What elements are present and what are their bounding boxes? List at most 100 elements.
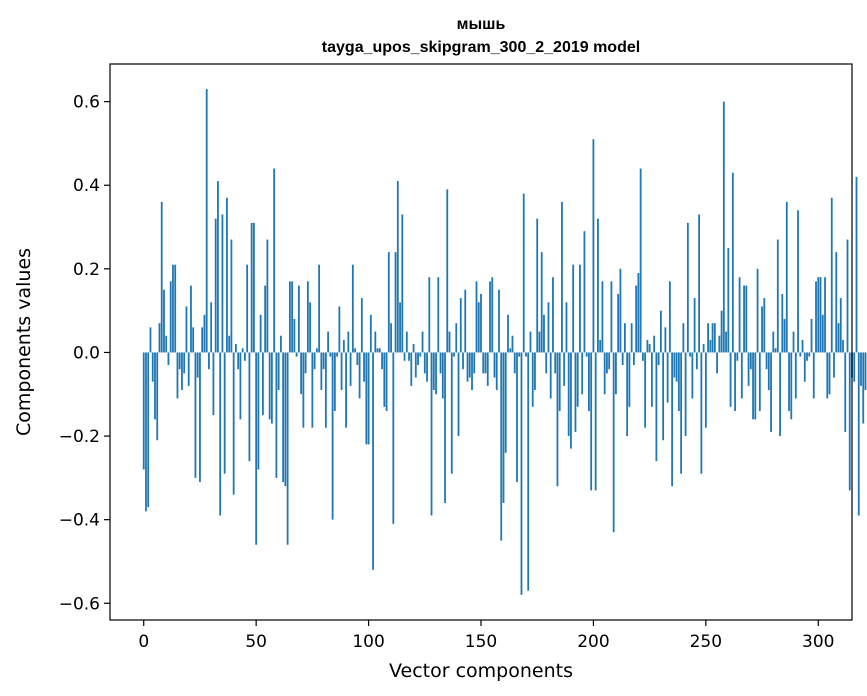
bar [412, 344, 415, 353]
bar [219, 352, 222, 516]
bar [203, 314, 206, 353]
bar [430, 352, 433, 516]
bar [846, 239, 849, 353]
bar [799, 352, 802, 357]
bar [457, 352, 460, 437]
bar [711, 323, 714, 353]
bar [608, 352, 611, 370]
bar [223, 352, 226, 474]
bar [349, 352, 352, 386]
bar [610, 281, 613, 353]
bar [279, 335, 282, 353]
bar [192, 327, 195, 353]
bar [354, 348, 356, 353]
bar [475, 281, 478, 353]
bar [646, 339, 649, 353]
bar [336, 352, 338, 357]
bar [376, 348, 379, 353]
bar [401, 214, 404, 353]
bar [441, 352, 444, 399]
bar [392, 352, 395, 524]
bar [149, 327, 152, 353]
bar [311, 352, 314, 428]
bar [612, 352, 615, 533]
bar [286, 352, 289, 545]
bar [275, 352, 278, 478]
bar [716, 352, 718, 374]
bar [154, 352, 156, 420]
bar [680, 352, 683, 474]
bar [745, 285, 748, 353]
bar [253, 222, 255, 353]
bar [178, 352, 181, 370]
bar [615, 352, 617, 395]
bar [689, 352, 692, 357]
bar [500, 352, 503, 541]
bar [844, 352, 847, 432]
bar [718, 335, 721, 353]
bar [428, 277, 431, 353]
bar [446, 189, 449, 353]
bar [338, 306, 341, 353]
x-tick-label: 250 [690, 632, 722, 652]
bar [498, 289, 500, 353]
bar [695, 352, 698, 370]
bar [572, 264, 575, 353]
bar [648, 344, 651, 353]
bar [358, 352, 361, 399]
bar [369, 314, 372, 353]
bar [394, 252, 397, 353]
bar [736, 352, 739, 361]
y-tick-label: −0.6 [59, 594, 100, 614]
bar [345, 352, 347, 428]
bar [196, 352, 199, 378]
bar [347, 331, 350, 353]
bar [259, 314, 262, 353]
bar [306, 281, 309, 353]
bar [790, 352, 793, 420]
bar [435, 352, 437, 395]
bar [151, 352, 154, 382]
bar [576, 352, 579, 407]
x-tick-label: 300 [802, 632, 834, 652]
bar [480, 293, 482, 353]
bar [340, 352, 343, 391]
bar [381, 352, 383, 370]
bar [486, 352, 489, 386]
bar [794, 352, 797, 399]
bars-group [142, 89, 867, 595]
bar [588, 352, 590, 411]
bar [549, 352, 552, 399]
y-tick-label: 0.4 [73, 176, 100, 196]
bar [315, 348, 318, 353]
bar [702, 344, 705, 353]
bar [826, 352, 829, 399]
bar [552, 277, 554, 353]
bar [462, 352, 464, 370]
bar [270, 352, 273, 424]
bar [619, 268, 622, 353]
bar [761, 306, 763, 353]
bar [592, 139, 595, 353]
bar [511, 335, 514, 353]
x-axis: 0 50 100 150 200 250 300 [138, 620, 834, 652]
bar [641, 352, 644, 361]
bar [671, 352, 674, 487]
bar [187, 352, 190, 386]
bar [297, 285, 300, 353]
bar [862, 352, 865, 424]
bar [331, 352, 334, 520]
bar [318, 264, 321, 353]
bar [477, 302, 480, 353]
bar [264, 285, 267, 353]
bar [729, 352, 732, 407]
bar [208, 352, 210, 370]
bar [300, 352, 303, 395]
bar [288, 281, 291, 353]
bar [437, 277, 440, 353]
bar [675, 352, 678, 382]
bar [734, 352, 736, 411]
bar [839, 298, 842, 353]
bar [385, 352, 388, 411]
